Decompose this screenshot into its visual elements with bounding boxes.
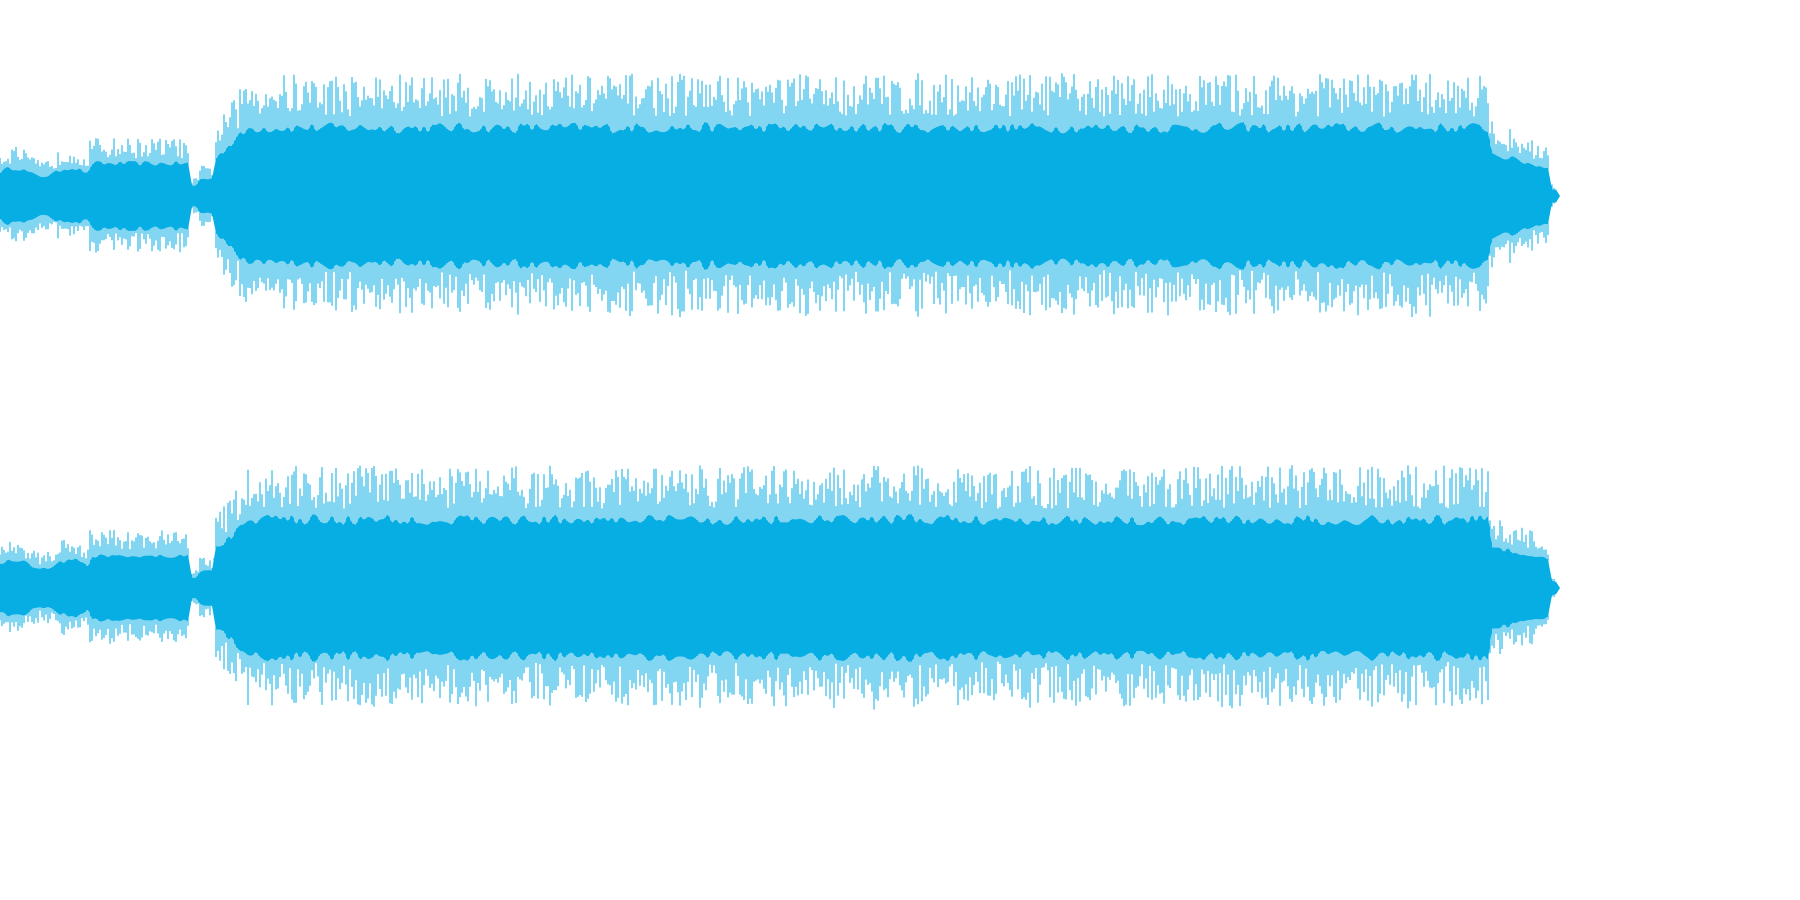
waveform-right-svg <box>0 465 1564 710</box>
waveform-channel-left <box>0 73 1564 318</box>
waveform-peaks <box>0 465 1555 710</box>
waveform-channel-right <box>0 450 1800 900</box>
waveform-peaks <box>0 73 1555 318</box>
waveform-left-svg <box>0 73 1564 318</box>
